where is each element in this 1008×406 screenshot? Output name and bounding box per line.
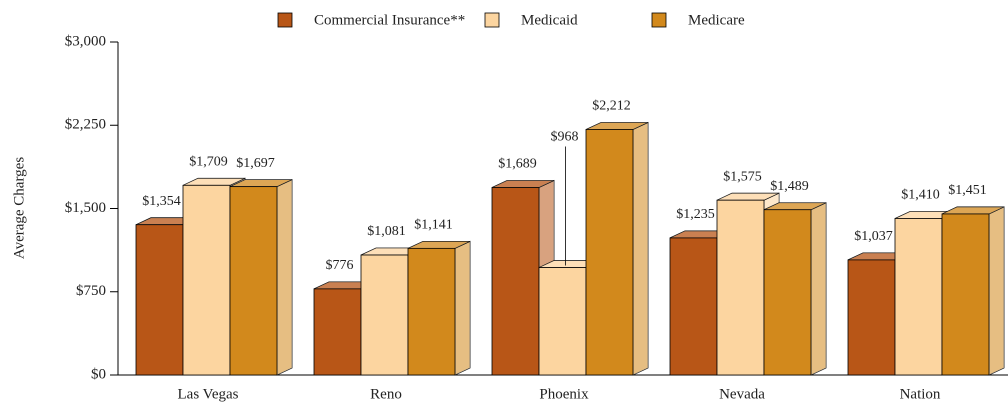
- bar: [313, 288, 362, 376]
- bar-side-shade: [455, 241, 470, 375]
- value-label: $1,575: [723, 169, 762, 184]
- bar: [407, 247, 456, 376]
- bar-top-shade: [895, 211, 957, 219]
- bar-top-shade: [848, 252, 910, 260]
- value-label: $1,709: [189, 155, 228, 170]
- bar-side-shade: [989, 206, 1004, 375]
- bar-top-shade: [539, 260, 601, 268]
- bar-top-shade: [408, 241, 470, 249]
- y-tick-label: $3,000: [65, 33, 106, 49]
- bar-top-shade: [670, 230, 732, 238]
- bar-top-shade: [586, 122, 648, 130]
- bar: [538, 267, 587, 376]
- legend-label: Commercial Insurance**: [314, 12, 465, 28]
- y-axis-label: Average Charges: [11, 157, 27, 259]
- bar-top-shade: [764, 202, 826, 210]
- bar-side-shade: [811, 202, 826, 375]
- value-label: $2,212: [592, 99, 631, 114]
- value-label: $968: [551, 130, 579, 145]
- value-label: $1,081: [367, 224, 406, 239]
- value-label: $776: [326, 258, 354, 273]
- bar: [847, 259, 896, 376]
- value-label: $1,489: [770, 179, 809, 194]
- bar-top-shade: [717, 193, 779, 201]
- value-label: $1,037: [854, 229, 893, 244]
- bar-top-shade: [492, 180, 554, 188]
- x-tick-label: Nevada: [719, 386, 765, 402]
- bar-top-shade: [361, 248, 423, 256]
- value-label: $1,354: [142, 194, 181, 209]
- bar-top-shade: [314, 281, 376, 289]
- bar-side-shade: [633, 122, 648, 375]
- value-label: $1,689: [498, 157, 537, 172]
- legend-label: Medicaid: [521, 12, 578, 28]
- legend-label: Medicare: [688, 12, 745, 28]
- x-tick-label: Reno: [370, 386, 402, 402]
- y-tick-label: $2,250: [65, 117, 106, 133]
- value-label: $1,451: [948, 183, 987, 198]
- legend-swatch: [484, 12, 500, 28]
- x-tick-label: Phoenix: [539, 386, 589, 402]
- bar: [716, 199, 765, 376]
- bar: [229, 186, 278, 376]
- bar-side-shade: [277, 179, 292, 375]
- bar: [360, 254, 409, 376]
- bar-top-shade: [136, 217, 198, 225]
- legend-swatch: [651, 12, 667, 28]
- value-label: $1,410: [901, 188, 940, 203]
- bar: [182, 184, 231, 376]
- bar: [894, 218, 943, 376]
- bar-top-shade: [942, 206, 1004, 214]
- bar: [135, 224, 184, 376]
- x-tick-label: Nation: [900, 386, 941, 402]
- value-label: $1,141: [414, 218, 453, 233]
- bar: [491, 187, 540, 376]
- bar: [669, 237, 718, 376]
- legend-swatch: [277, 12, 293, 28]
- bar: [941, 213, 990, 376]
- bar: [585, 129, 634, 376]
- value-label: $1,697: [236, 156, 275, 171]
- bar-top-shade: [230, 179, 292, 187]
- y-tick-label: $1,500: [65, 200, 106, 216]
- bar: [763, 209, 812, 376]
- bar-top-shade: [183, 178, 245, 186]
- x-tick-label: Las Vegas: [178, 386, 239, 402]
- value-label: $1,235: [676, 207, 715, 222]
- y-tick-label: $0: [91, 366, 106, 382]
- y-tick-label: $750: [76, 283, 106, 299]
